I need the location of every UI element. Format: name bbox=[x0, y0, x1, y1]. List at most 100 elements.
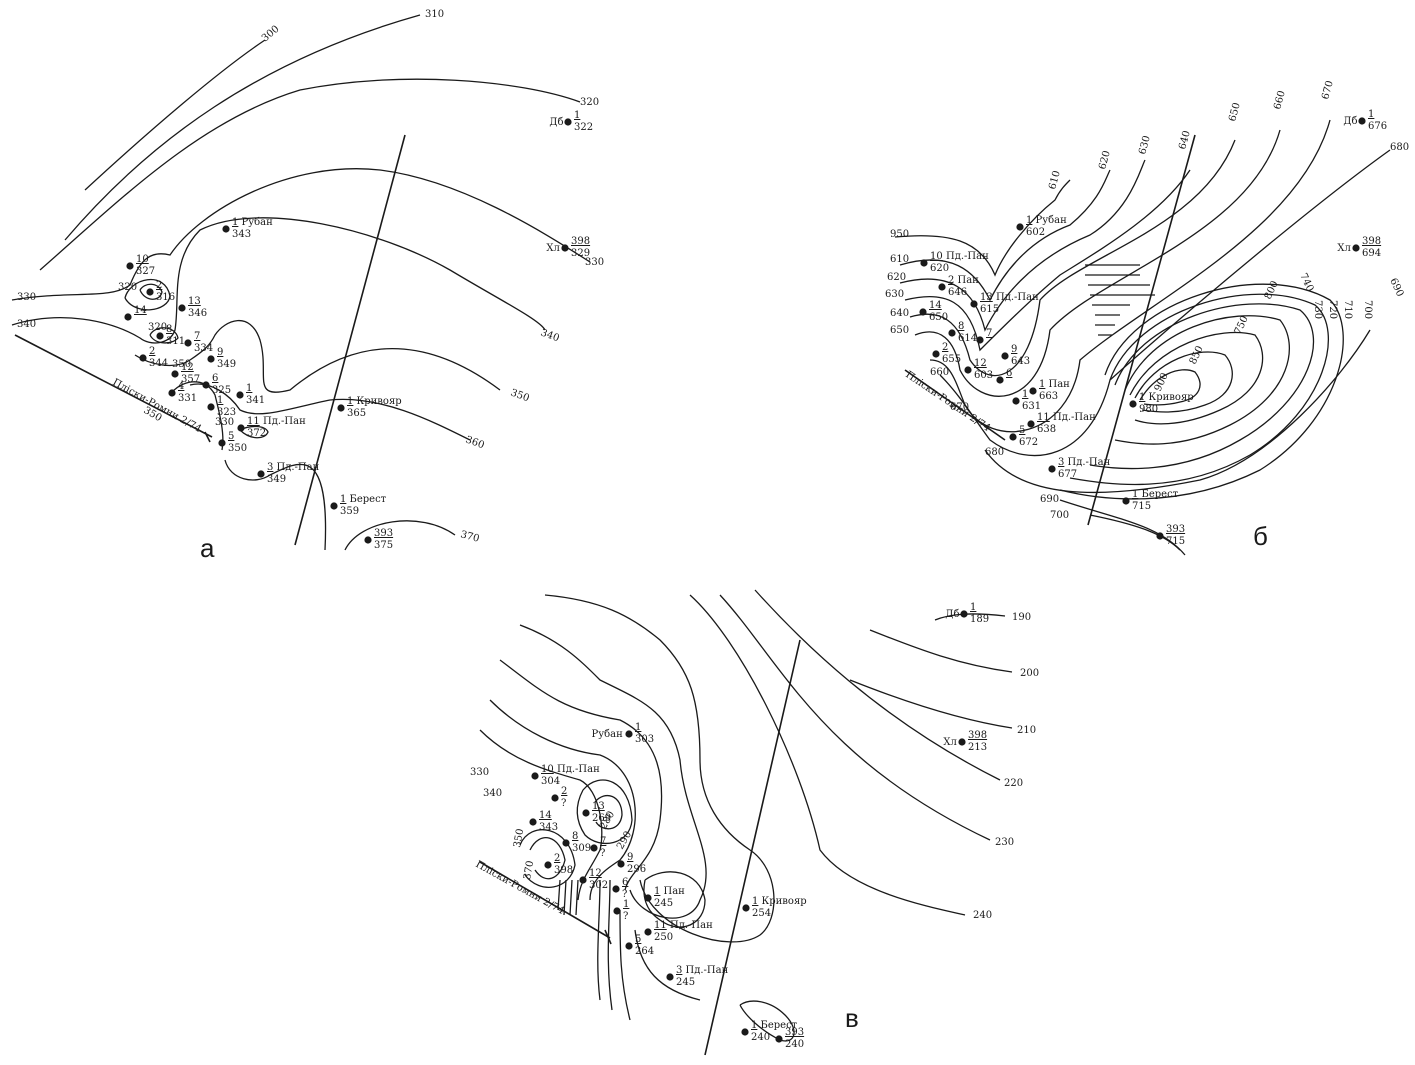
well-value: 349 bbox=[267, 474, 286, 485]
contour-label: 800 bbox=[1263, 279, 1281, 301]
contour-label: 350 bbox=[172, 359, 191, 370]
well-number: 11 bbox=[247, 416, 260, 427]
well-number: 9 bbox=[217, 347, 223, 358]
well-marker[interactable]: 1? bbox=[613, 899, 629, 922]
well-value: 398 bbox=[554, 865, 573, 876]
well-name: Берест bbox=[761, 1020, 798, 1031]
well-number: 5 bbox=[635, 934, 641, 945]
well-dot bbox=[202, 381, 210, 389]
well-value: 646 bbox=[948, 287, 967, 298]
well-marker[interactable]: 7? bbox=[590, 836, 606, 859]
well-marker[interactable]: 398 Хл 213 bbox=[943, 730, 987, 753]
well-marker[interactable]: 1 Дб 676 bbox=[1343, 109, 1387, 132]
well-marker[interactable]: 1 Рубан 303 bbox=[592, 722, 655, 745]
well-marker[interactable]: 1 Дб 189 bbox=[945, 602, 989, 625]
well-number: 11 bbox=[654, 920, 667, 931]
well-value: ? bbox=[623, 911, 628, 922]
well-marker[interactable]: 6 bbox=[996, 368, 1012, 384]
well-dot bbox=[996, 376, 1004, 384]
well-number: 393 bbox=[785, 1027, 804, 1038]
well-dot bbox=[562, 839, 570, 847]
isoline bbox=[1114, 315, 1291, 445]
well-dot bbox=[207, 355, 215, 363]
well-number: 1 bbox=[654, 886, 660, 897]
well-marker[interactable]: 14 bbox=[124, 305, 147, 321]
contour-label: 240 bbox=[973, 910, 992, 921]
well-value: 631 bbox=[1022, 401, 1041, 412]
panel-c bbox=[479, 589, 1013, 1056]
well-value: 240 bbox=[785, 1039, 804, 1050]
well-marker[interactable]: 398 Хл 694 bbox=[1337, 236, 1381, 259]
well-marker[interactable]: 6? bbox=[612, 877, 628, 900]
contour-label: 740 bbox=[1297, 272, 1315, 294]
well-marker[interactable]: 7 bbox=[976, 328, 992, 344]
well-marker[interactable]: 398 Хл 329 bbox=[546, 236, 590, 259]
well-number: 14 bbox=[134, 305, 147, 316]
well-dot bbox=[168, 389, 176, 397]
well-value: 254 bbox=[752, 908, 771, 919]
section-line bbox=[14, 334, 213, 438]
well-marker[interactable]: 1 Дб 322 bbox=[549, 110, 593, 133]
well-value: 359 bbox=[340, 506, 359, 517]
well-value: 676 bbox=[1368, 121, 1387, 132]
contour-label: 340 bbox=[17, 319, 36, 330]
well-number: 9 bbox=[1011, 344, 1017, 355]
well-marker[interactable]: 2? bbox=[551, 786, 567, 809]
well-dot bbox=[564, 118, 572, 126]
contour-label: 640 bbox=[1177, 129, 1193, 150]
isoline bbox=[479, 729, 603, 901]
well-value: 603 bbox=[974, 370, 993, 381]
well-name: Кривояр bbox=[1149, 392, 1194, 403]
